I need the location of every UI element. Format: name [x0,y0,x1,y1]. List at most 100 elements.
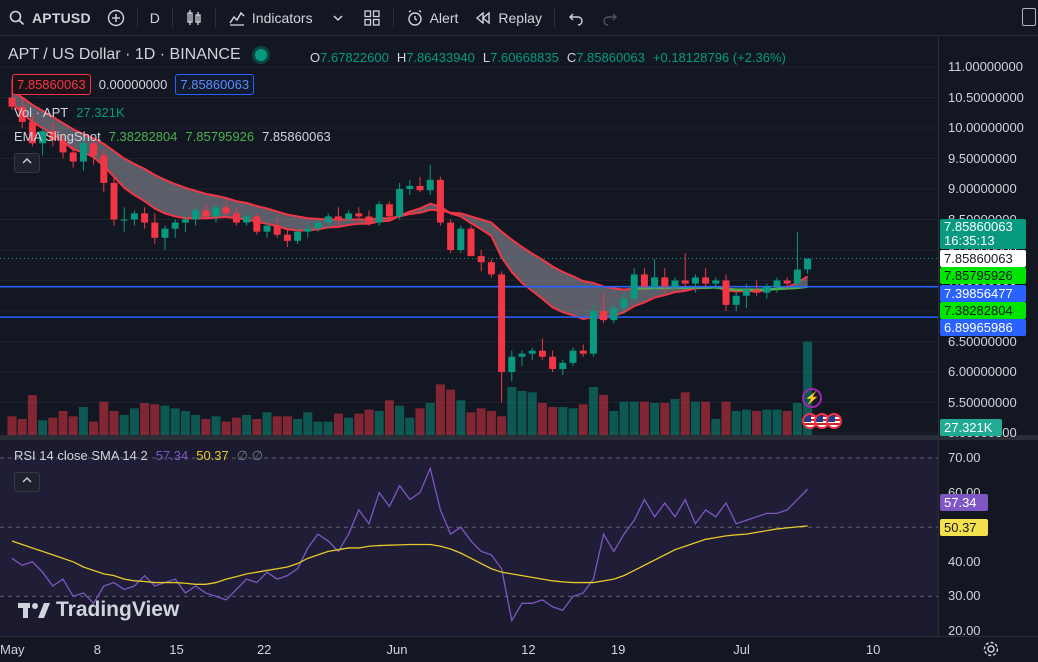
candle-body [396,189,404,217]
rsi-tick-label: 40.00 [948,553,981,569]
ema-legend-name: EMA SlingShot [14,129,101,144]
volume-bar [211,416,221,435]
volume-bar [395,405,405,435]
candle-body [171,222,179,229]
volume-bar [486,411,496,435]
price-chart [0,66,938,435]
top-toolbar: APTUSD D Indicators Alert Replay [0,0,1038,36]
candle-body [385,204,393,217]
candle-body [436,179,444,223]
low-value: 7.60668835 [490,50,559,65]
volume-bar [191,415,201,435]
time-axis[interactable]: May 8 15 22 Jun 12 19 Jul 10 [0,636,1038,662]
lightning-event-icon[interactable]: ⚡ [802,388,822,408]
volume-bar [89,421,99,435]
price-tick-label: 9.50000000 [948,150,1017,166]
price-axis[interactable]: 11.00000000 10.50000000 10.00000000 9.50000… [938,37,1038,440]
volume-bar [680,392,690,435]
redo-icon [603,13,617,26]
candle-body [100,155,108,183]
change-value: +0.18128796 (+2.36%) [652,50,786,65]
volume-bar [160,405,170,435]
high-value: 7.86433940 [406,50,475,65]
candle-body [804,258,812,270]
candle-body [600,311,608,321]
interval-label: D [149,9,160,26]
volume-bar [180,411,190,435]
market-open-icon [254,49,267,61]
candle-body [528,350,536,354]
redo-button[interactable] [593,0,627,36]
candle-body [518,353,526,357]
indicators-dropdown[interactable] [321,0,355,36]
grid-icon [363,9,380,26]
price-tick-label: 10.00000000 [948,120,1024,135]
volume-bar [772,409,782,435]
volume-bar [323,421,333,435]
indicators-button[interactable]: Indicators [220,0,321,36]
ema-legend[interactable]: EMA SlingShot 7.38282804 7.85795926 7.85… [14,129,331,144]
rsi-legend-value: 57.34 [155,448,189,463]
panel-toggle[interactable] [1022,8,1036,26]
interval-button[interactable]: D [142,0,168,36]
symbol-search[interactable]: APTUSD [0,0,99,36]
volume-bar [262,412,272,435]
collapse-rsi-legend-button[interactable] [14,472,40,492]
sell-price-button[interactable]: 7.85860063 [12,74,91,95]
candle-body [538,350,546,357]
volume-bar [701,401,711,435]
candle-body [477,256,485,263]
plus-circle-icon [107,9,124,26]
candle-body [447,222,455,250]
undo-button[interactable] [559,0,593,36]
gear-icon[interactable] [982,640,1000,658]
chart-area: APT / US Dollar · 1D · BINANCE O7.678226… [0,37,1038,662]
candle-body [681,280,689,284]
tradingview-logo[interactable]: TradingView [18,598,179,622]
close-label: C [566,50,577,65]
volume-legend-value: 27.321K [76,105,125,120]
open-value: 7.67822600 [320,50,389,65]
volume-bar [252,419,262,435]
price-tick-label: 6.00000000 [948,364,1017,379]
candle-body [283,234,291,241]
bar-countdown: 16:35:13 [944,233,995,248]
low-label: L [482,50,491,65]
volume-bar [609,411,619,435]
volume-legend[interactable]: Vol · APT 27.321K [14,105,125,120]
rsi-pane[interactable]: RSI 14 close SMA 14 2 57.34 50.37 ∅ ∅ [0,440,938,636]
volume-bar [140,403,150,435]
ema-fast-line [11,102,809,320]
alert-button[interactable]: Alert [398,0,467,36]
candle-body [406,185,414,189]
replay-label: Replay [498,9,542,26]
candle-body [651,277,659,287]
layouts-button[interactable] [355,0,389,36]
volume-tag: 27.321K [940,419,1002,436]
candle-body [783,280,791,284]
price-tick-label: 10.50000000 [948,89,1024,105]
candle-body [212,207,220,217]
pane-divider[interactable] [0,435,1038,440]
lower-line-tag: 6.89965986 [940,319,1026,336]
rsi-legend[interactable]: RSI 14 close SMA 14 2 57.34 50.37 ∅ ∅ [14,448,263,464]
open-label: O [310,50,321,65]
volume-bar [517,391,527,435]
candle-body [702,277,710,284]
ema-slow-tag: 7.38282804 [940,302,1026,319]
chart-type-button[interactable] [177,0,211,36]
high-label: H [396,50,407,65]
last-price-value: 7.85860063 [944,219,1013,234]
volume-bar [721,401,731,435]
price-pane[interactable]: APT / US Dollar · 1D · BINANCE O7.678226… [0,37,938,435]
economic-events-badges[interactable] [802,413,842,429]
replay-button[interactable]: Replay [466,0,550,36]
rsi-tick-label: 70.00 [948,450,981,465]
volume-bar [629,401,639,435]
candle-body [314,222,322,229]
collapse-legend-button[interactable] [14,153,40,173]
volume-bar [619,401,629,435]
buy-price-button[interactable]: 7.85860063 [175,74,255,95]
compare-button[interactable] [99,0,133,36]
